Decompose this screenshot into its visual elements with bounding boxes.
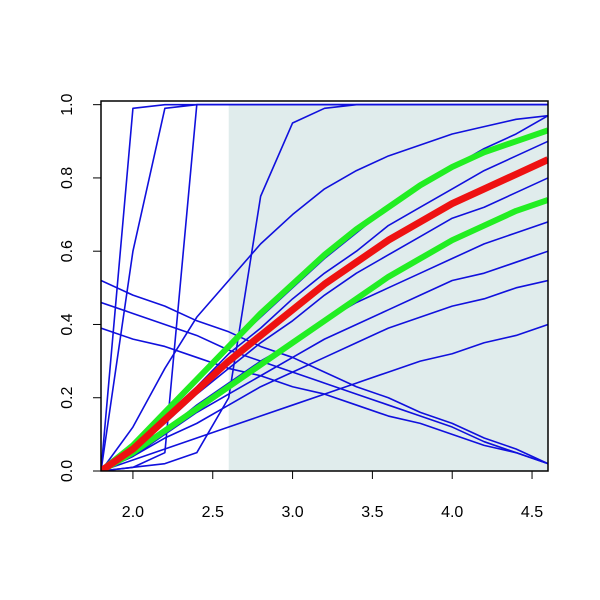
series-line <box>101 250 548 471</box>
x-tick-label: 3.5 <box>361 504 383 521</box>
series-line <box>101 301 548 465</box>
series-line <box>101 103 548 471</box>
y-tick-label: 0.6 <box>59 240 76 262</box>
y-tick-label: 1.0 <box>59 93 76 115</box>
series-line <box>101 127 548 471</box>
series-line <box>101 279 548 471</box>
x-tick-label: 3.0 <box>281 504 303 521</box>
y-tick-label: 0.2 <box>59 387 76 409</box>
x-tick-label: 2.5 <box>202 504 224 521</box>
x-tick-label: 2.0 <box>122 504 144 521</box>
series-line <box>101 323 548 471</box>
series-line <box>101 114 548 471</box>
series-line <box>101 279 548 465</box>
plot-area <box>101 103 548 471</box>
x-tick-label: 4.0 <box>441 504 463 521</box>
x-tick-label: 4.5 <box>521 504 543 521</box>
y-tick-label: 0.8 <box>59 167 76 189</box>
y-tick-label: 0.0 <box>59 460 76 482</box>
y-tick-label: 0.4 <box>59 313 76 335</box>
series-line <box>101 197 548 471</box>
series-line <box>101 156 548 471</box>
plot-frame <box>100 100 549 472</box>
